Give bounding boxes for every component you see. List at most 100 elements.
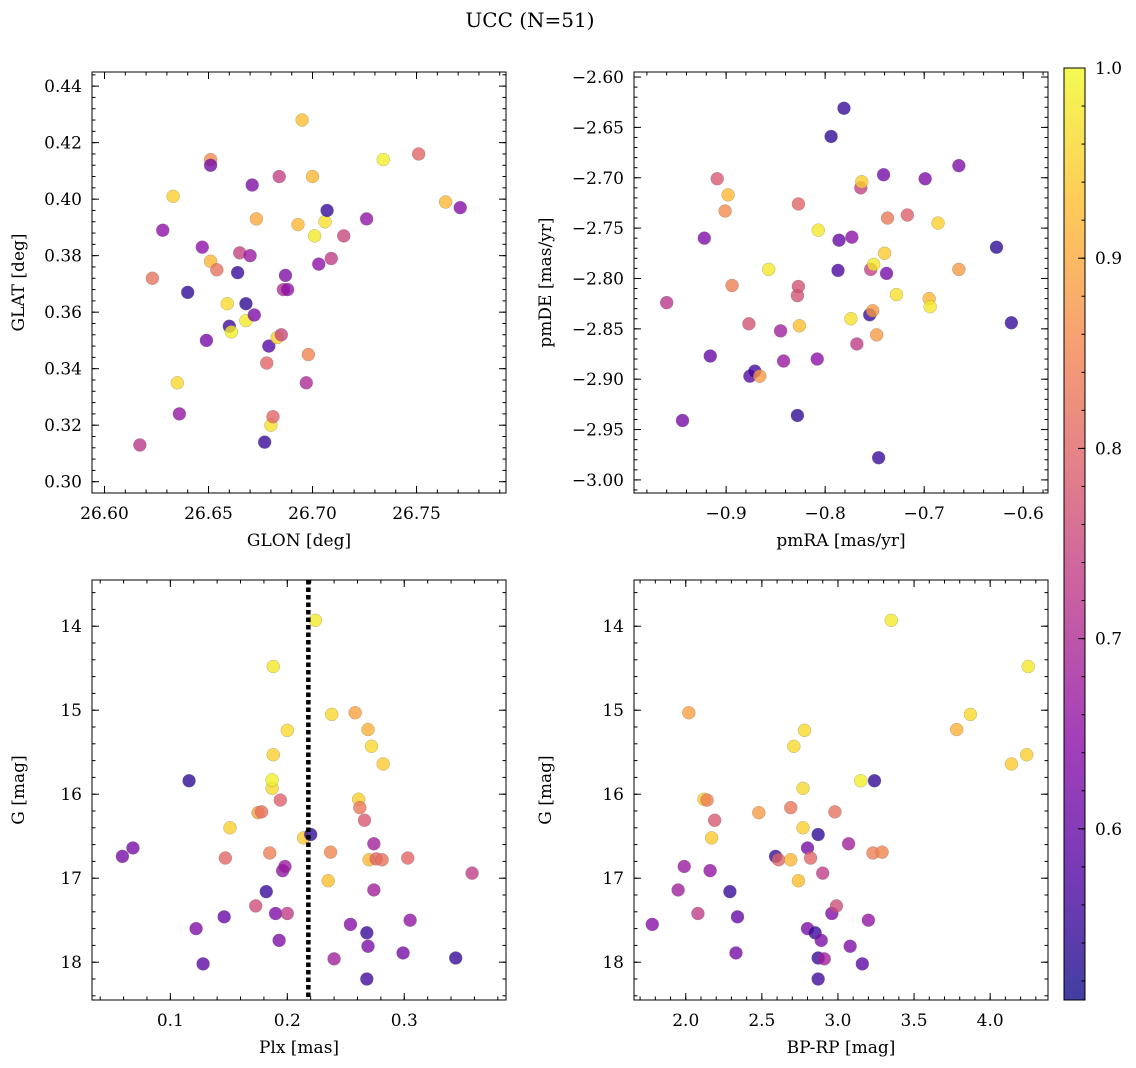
- scatter-point: [324, 251, 338, 266]
- scatter-point: [718, 204, 732, 218]
- scatter-point: [295, 113, 309, 127]
- scatter-point: [949, 722, 964, 737]
- scatter-point: [797, 723, 812, 738]
- scatter-panel-4: 2.0 2.5 3.0 3.5 4.0 14 15 16 17 18 BP-RP [mag] G [m…: [536, 579, 1049, 1058]
- scatter-point: [403, 913, 417, 927]
- scatter-point: [166, 189, 180, 204]
- data-points: [659, 101, 1019, 465]
- scatter-point: [367, 883, 381, 897]
- colorbar-gradient: [1064, 68, 1085, 1000]
- scatter-point: [831, 263, 845, 278]
- scatter-point: [824, 129, 838, 144]
- scatter-point: [989, 240, 1004, 254]
- scatter-point: [278, 268, 293, 283]
- scatter-point: [308, 613, 323, 628]
- scatter-point: [196, 957, 210, 971]
- y-tick-label: −2.70: [572, 169, 624, 189]
- scatter-point: [359, 212, 374, 226]
- scatter-point: [224, 325, 239, 339]
- scatter-point: [189, 921, 203, 936]
- scatter-point: [301, 347, 316, 362]
- colorbar-tick-label: 0.8: [1095, 439, 1122, 459]
- scatter-point: [312, 257, 326, 271]
- scatter-panel-2: −0.9 −0.8 −0.7 −0.6 −3.00 −2.95 −2.90 −2.85 −2.8…: [536, 68, 1049, 551]
- scatter-point: [223, 821, 237, 835]
- x-axis-label: Plx [mas]: [259, 1038, 339, 1058]
- scatter-point: [320, 203, 334, 218]
- y-tick-label: 0.36: [44, 303, 82, 323]
- scatter-point: [796, 821, 810, 835]
- axis-ticks: [634, 72, 1048, 493]
- scatter-point: [245, 178, 259, 192]
- scatter-point: [262, 339, 276, 353]
- scatter-point: [704, 831, 719, 845]
- scatter-point: [263, 846, 277, 860]
- y-axis-label: GLAT [deg]: [9, 233, 29, 331]
- scatter-point: [784, 800, 798, 815]
- y-tick-label: 17: [60, 869, 82, 889]
- y-tick-label: −2.85: [572, 320, 624, 340]
- y-tick-label: −2.60: [572, 68, 624, 88]
- scatter-point: [1021, 659, 1035, 674]
- scatter-point: [900, 208, 915, 222]
- scatter-point: [707, 813, 722, 827]
- scatter-point: [876, 168, 891, 182]
- scatter-point: [266, 748, 280, 762]
- x-tick-label: 0.1: [157, 1011, 184, 1031]
- scatter-point: [963, 707, 978, 722]
- y-tick-label: 17: [602, 869, 624, 889]
- scatter-point: [877, 246, 892, 260]
- scatter-point: [931, 216, 945, 230]
- scatter-point: [784, 853, 798, 867]
- x-tick-label: 2.0: [672, 1011, 699, 1031]
- scatter-point: [854, 774, 868, 788]
- scatter-point: [145, 271, 160, 285]
- x-tick-label: 2.5: [748, 1011, 775, 1031]
- scatter-point: [730, 910, 745, 924]
- scatter-point: [771, 853, 786, 867]
- y-tick-label: 0.42: [44, 134, 82, 154]
- scatter-point: [810, 352, 824, 366]
- scatter-point: [327, 952, 341, 966]
- scatter-point: [703, 863, 717, 878]
- scatter-point: [325, 707, 339, 722]
- x-tick-label: 0.2: [274, 1011, 301, 1031]
- scatter-point: [353, 800, 367, 815]
- scatter-point: [811, 972, 825, 986]
- y-axis-label: pmDE [mas/yr]: [536, 217, 556, 347]
- scatter-point: [195, 240, 209, 254]
- scatter-point: [923, 299, 937, 314]
- scatter-point: [710, 172, 724, 186]
- scatter-point: [725, 278, 739, 293]
- scatter-point: [266, 659, 280, 674]
- panels: 26.60 26.65 26.70 26.75 0.30 0.32 0.34 0.36 0.38…: [9, 68, 1049, 1058]
- scatter-point: [697, 231, 712, 245]
- scatter-point: [811, 827, 825, 842]
- scatter-point: [265, 773, 279, 787]
- x-tick-label: −0.7: [904, 504, 945, 524]
- x-tick-label: 0.3: [391, 1011, 418, 1031]
- scatter-point: [721, 188, 735, 202]
- scatter-point: [865, 304, 880, 318]
- scatter-point: [867, 774, 882, 788]
- colorbar-tick-label: 1.0: [1095, 59, 1122, 79]
- scatter-point: [323, 845, 338, 859]
- scatter-point: [841, 837, 856, 851]
- scatter-point: [401, 851, 415, 865]
- scatter-point: [266, 410, 280, 424]
- scatter-point: [850, 337, 864, 351]
- scatter-point: [677, 859, 691, 874]
- scatter-point: [126, 841, 140, 855]
- scatter-point: [855, 957, 870, 971]
- axis-ticks: [92, 580, 506, 1000]
- scatter-point: [671, 883, 685, 897]
- y-tick-label: −2.65: [572, 118, 624, 138]
- scatter-point: [348, 706, 362, 720]
- scatter-point: [871, 451, 886, 465]
- y-tick-label: 16: [60, 785, 82, 805]
- scatter-point: [845, 230, 859, 244]
- y-tick-label: 0.34: [44, 360, 82, 380]
- scatter-point: [790, 408, 805, 423]
- scatter-point: [273, 793, 287, 807]
